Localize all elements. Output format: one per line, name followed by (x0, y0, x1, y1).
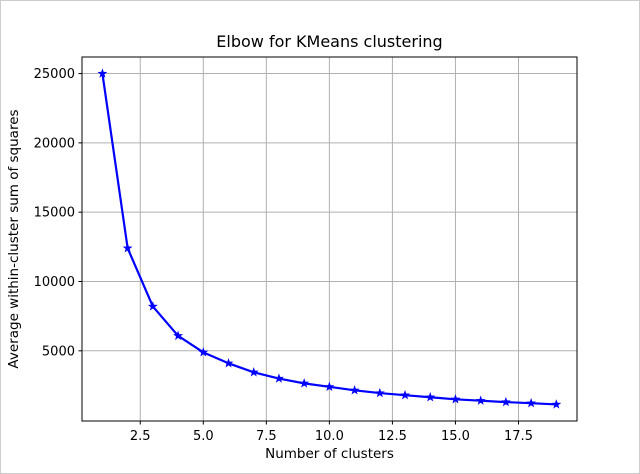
data-point-marker (450, 394, 461, 404)
data-point-marker (425, 392, 436, 402)
data-point-marker (299, 378, 310, 388)
data-point-marker (526, 398, 537, 408)
x-tick-label: 10.0 (315, 429, 344, 444)
data-point-marker (500, 396, 511, 407)
y-axis-label: Average within-cluster sum of squares (6, 109, 22, 368)
x-tick-label: 12.5 (378, 429, 407, 444)
tick-marks (78, 73, 519, 425)
data-point-marker (173, 330, 184, 341)
y-tick-labels: 5000 10000 15000 20000 25000 (34, 67, 75, 359)
y-tick-label: 25000 (34, 67, 75, 82)
star-markers (97, 68, 562, 409)
data-point-marker (324, 381, 335, 392)
x-tick-labels: 2.5 5.0 7.5 10.0 12.5 15.0 17.5 (130, 429, 533, 444)
x-tick-label: 5.0 (193, 429, 214, 444)
y-tick-label: 20000 (34, 136, 75, 151)
data-point-marker (374, 387, 385, 398)
x-axis-label: Number of clusters (265, 446, 394, 462)
y-tick-label: 5000 (42, 344, 75, 359)
chart-title: Elbow for KMeans clustering (216, 32, 442, 51)
data-point-marker (97, 68, 108, 78)
x-tick-label: 15.0 (441, 429, 470, 444)
x-tick-label: 17.5 (504, 429, 533, 444)
y-tick-label: 15000 (34, 206, 75, 221)
data-point-marker (248, 367, 259, 377)
data-point-marker (223, 358, 234, 368)
data-point-marker (475, 395, 486, 405)
x-tick-label: 7.5 (256, 429, 277, 444)
data-point-marker (400, 389, 410, 400)
data-point-marker (198, 347, 209, 357)
data-point-marker (122, 243, 133, 253)
x-tick-label: 2.5 (130, 429, 151, 444)
data-point-marker (147, 301, 158, 311)
grid-lines (82, 57, 577, 421)
data-point-marker (349, 385, 360, 395)
data-point-marker (551, 399, 562, 409)
y-tick-label: 10000 (34, 275, 75, 290)
data-point-marker (274, 373, 284, 383)
